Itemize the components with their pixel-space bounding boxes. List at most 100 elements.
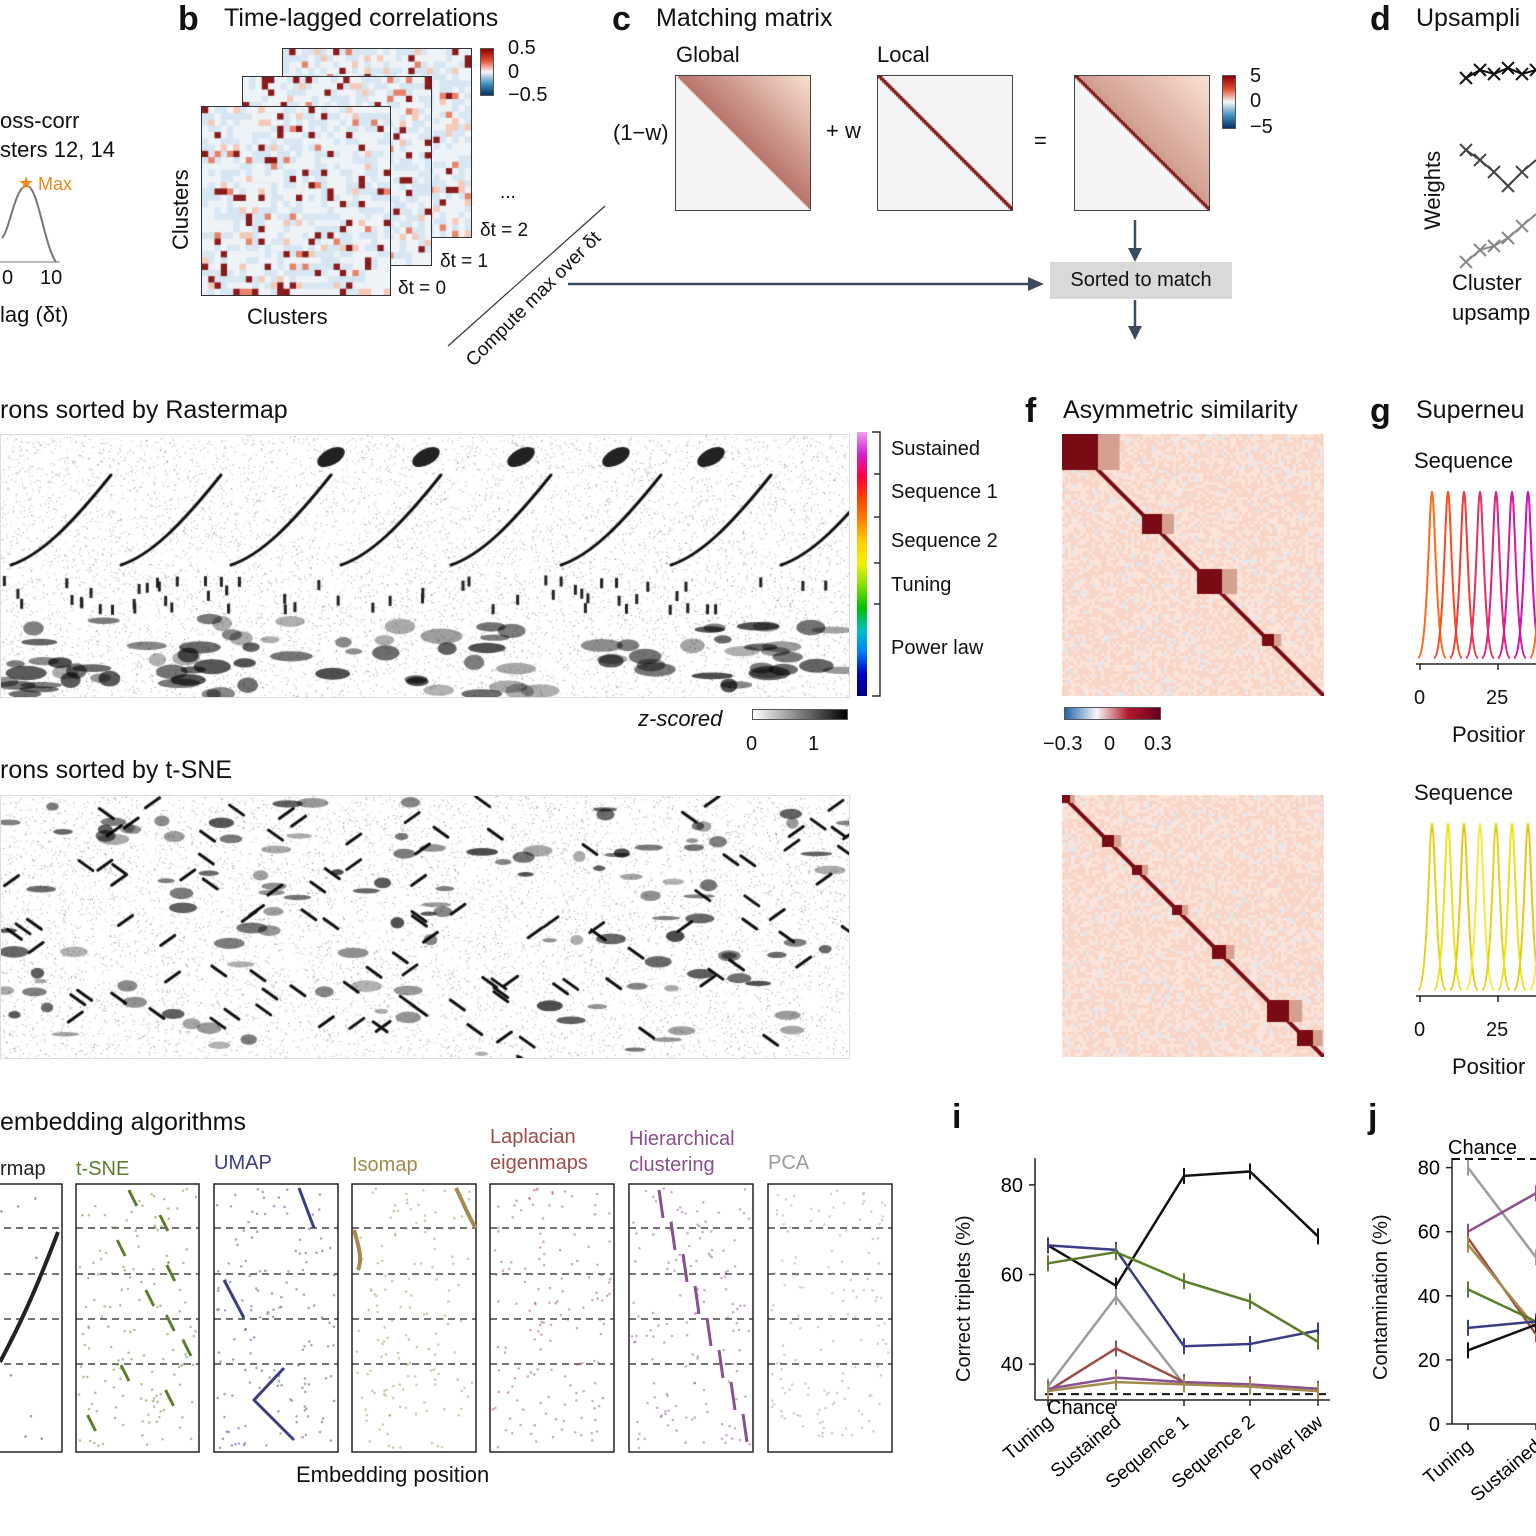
embedding-point [216, 1269, 220, 1273]
embedding-point [652, 1382, 656, 1385]
embedding-point [360, 1396, 364, 1399]
embedding-point [831, 1272, 835, 1275]
embedding-point [437, 1372, 440, 1376]
embedding-point [696, 1357, 699, 1360]
embedding-point [216, 1308, 219, 1312]
embedding-point [810, 1219, 813, 1223]
panel-g-sub1: Sequence [1414, 448, 1514, 473]
embedding-point [320, 1316, 324, 1319]
embedding-point [101, 1442, 105, 1446]
embedding-point [797, 1314, 800, 1317]
embedding-point [858, 1218, 862, 1221]
embedding-point [693, 1381, 697, 1385]
weight-marker [1459, 255, 1473, 269]
embedding-point [359, 1236, 362, 1239]
embedding-point [880, 1201, 884, 1204]
embedding-point [150, 1192, 153, 1196]
embedding-point [248, 1381, 252, 1384]
embedding-point [382, 1392, 386, 1396]
embedding-point [591, 1298, 594, 1302]
embedding-point [440, 1445, 444, 1449]
embedding-point [493, 1248, 497, 1252]
embedding-point [229, 1205, 233, 1208]
embedding-point [817, 1209, 821, 1213]
method-label-5: clustering [629, 1154, 715, 1176]
embedding-point [277, 1196, 281, 1199]
embedding-point [405, 1227, 408, 1231]
embedding-point [283, 1205, 286, 1209]
embedding-point [447, 1300, 450, 1303]
embedding-point [794, 1256, 798, 1259]
embedding-point [635, 1232, 638, 1235]
panel-h-xlabel: Embedding position [296, 1462, 490, 1487]
embedding-point [250, 1304, 253, 1308]
embedding-box [0, 1183, 63, 1453]
embedding-point [181, 1189, 185, 1192]
embedding-point [831, 1292, 834, 1295]
embedding-point [575, 1363, 579, 1366]
panel-e-title-bottom: rons sorted by t-SNE [0, 756, 233, 784]
embedding-point [789, 1321, 793, 1324]
embedding-point [665, 1322, 669, 1326]
embedding-point [227, 1430, 230, 1434]
embedding-point [866, 1277, 870, 1281]
panel-b-cbar-tick-bot: −0.5 [508, 84, 548, 106]
superneuron-trace [1449, 822, 1479, 991]
embedding-point [798, 1285, 802, 1289]
embedding-point [217, 1351, 221, 1354]
embedding-point [321, 1249, 324, 1253]
embedding-point [415, 1383, 418, 1387]
embedding-point [597, 1404, 601, 1408]
embedding-point [504, 1346, 508, 1349]
embedding-point [835, 1189, 839, 1193]
superneuron-trace [1449, 490, 1479, 659]
embedding-point [575, 1391, 578, 1395]
embedding-point [263, 1212, 267, 1216]
embedding-point [436, 1444, 440, 1448]
embedding-point [662, 1187, 666, 1190]
embedding-point [279, 1432, 282, 1435]
embedding-point [407, 1338, 411, 1341]
embedding-point [321, 1417, 325, 1420]
embedding-point [130, 1357, 133, 1361]
embedding-point [596, 1263, 599, 1267]
panel-c-cbar-tick-top: 5 [1250, 65, 1262, 87]
embedding-point [580, 1416, 583, 1420]
embedding-point [364, 1408, 367, 1411]
series-line-3 [1467, 1243, 1536, 1329]
embedding-point [216, 1396, 220, 1400]
embedding-point [405, 1192, 408, 1196]
embedding-point [496, 1300, 500, 1303]
embedding-point [817, 1434, 821, 1437]
embedding-point [792, 1411, 796, 1415]
embedding-point [869, 1210, 873, 1214]
embedding-point [223, 1392, 226, 1396]
embedding-point [24, 1435, 27, 1438]
embedding-point [513, 1204, 516, 1207]
similarity-matrix-rastermap [1062, 434, 1324, 696]
embedding-point [171, 1348, 175, 1352]
embedding-point [846, 1313, 850, 1316]
embedding-point [369, 1369, 372, 1373]
embedding-point [99, 1257, 103, 1261]
series-line-5 [1467, 1320, 1536, 1330]
legend-sequence-2: Sequence 2 [891, 530, 998, 552]
embedding-point [241, 1299, 244, 1302]
superneuron-trace [1481, 490, 1511, 659]
embedding-point [16, 1205, 20, 1208]
local-matrix [877, 75, 1013, 211]
embedding-point [426, 1227, 430, 1231]
embedding-point [671, 1418, 675, 1422]
embedding-point [370, 1289, 373, 1292]
embedding-point [460, 1215, 464, 1218]
embedding-point [381, 1342, 384, 1346]
panel-a-tick-0: 0 [2, 267, 14, 289]
embedding-point [272, 1204, 276, 1208]
superneuron-trace [1433, 490, 1463, 659]
embedding-point [318, 1430, 322, 1434]
embedding-point [582, 1306, 585, 1309]
x-tick-label: Power law [1247, 1412, 1328, 1485]
embedding-point [216, 1289, 220, 1293]
embedding-point [194, 1330, 197, 1333]
embedding-point [303, 1345, 306, 1348]
